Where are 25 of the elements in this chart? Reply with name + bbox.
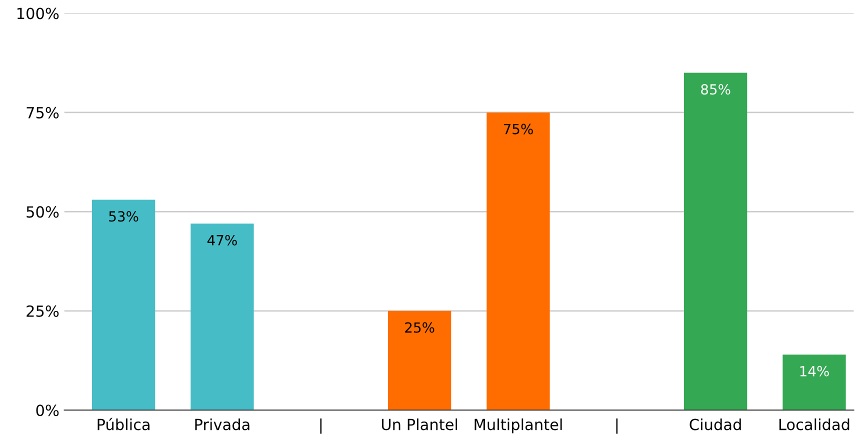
bar xyxy=(92,200,156,410)
y-tick-label: 25% xyxy=(26,305,59,317)
data-label: 85% xyxy=(701,84,730,95)
y-tick-label: 50% xyxy=(26,206,59,218)
x-tick-label: Un Plantel xyxy=(382,418,458,430)
data-label: 53% xyxy=(109,211,138,222)
x-tick-label: Multiplantel xyxy=(474,418,562,434)
y-tick-label: 0% xyxy=(36,404,59,416)
y-tick-label: 100% xyxy=(17,8,59,20)
x-tick-label: Privada xyxy=(195,418,250,430)
x-tick-label: | xyxy=(320,418,322,434)
y-tick-label: 75% xyxy=(26,106,59,118)
bar xyxy=(486,112,550,410)
bar xyxy=(782,354,846,410)
x-tick-label: | xyxy=(616,418,618,434)
data-label: 75% xyxy=(504,124,533,134)
x-tick-label: Localidad xyxy=(779,418,850,430)
data-label: 14% xyxy=(800,366,829,376)
bar xyxy=(388,310,452,410)
bar xyxy=(684,72,748,410)
x-tick-label: Pública xyxy=(98,418,150,430)
bar xyxy=(190,224,254,410)
data-label: 25% xyxy=(405,322,434,333)
x-tick-label: Ciudad xyxy=(690,418,741,430)
data-label: 47% xyxy=(207,234,237,246)
